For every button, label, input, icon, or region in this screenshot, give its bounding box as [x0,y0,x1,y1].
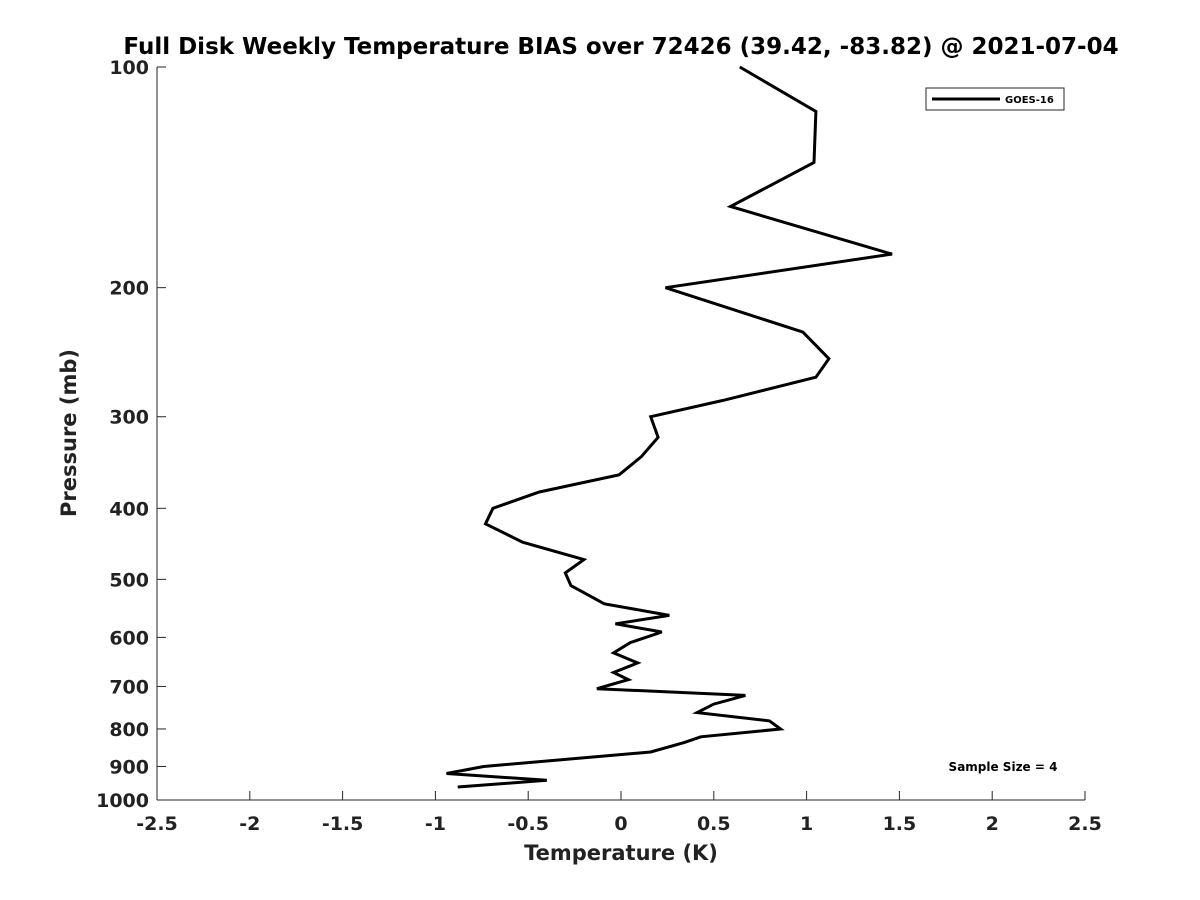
series-line-goes-16 [446,65,893,789]
x-tick-label: -1 [425,813,446,835]
y-axis-ticks: 100 200 300 400 500 600 700 800 900 1000 [96,57,166,812]
x-tick-label: 1 [800,813,813,835]
x-tick-label: 0.5 [697,813,731,835]
y-tick-label: 800 [109,719,149,741]
x-tick-label: 0 [614,813,627,835]
sample-size-annotation: Sample Size = 4 [949,760,1058,774]
x-tick-label: 2.5 [1068,813,1102,835]
x-tick-label: -2 [239,813,260,835]
x-axis-ticks: -2.5 -2 -1.5 -1 -0.5 0 0.5 1 1.5 2 2.5 [136,791,1102,835]
y-tick-label: 500 [109,569,149,591]
chart-title: Full Disk Weekly Temperature BIAS over 7… [123,34,1118,60]
legend: GOES-16 [925,87,1065,111]
y-tick-label: 100 [109,57,149,79]
y-tick-label: 900 [109,756,149,778]
y-tick-label: 400 [109,498,149,520]
y-axis-label: Pressure (mb) [57,349,81,517]
y-tick-label: 200 [109,278,149,300]
x-tick-label: -2.5 [136,813,178,835]
plot-area: -2.5 -2 -1.5 -1 -0.5 0 0.5 1 1.5 2 2.5 100 200 300 40… [96,57,1102,835]
y-tick-label: 300 [109,407,149,429]
x-tick-label: 2 [986,813,999,835]
y-tick-label: 700 [109,676,149,698]
legend-label-goes-16: GOES-16 [1005,95,1054,106]
series-layer [446,65,893,789]
x-tick-label: 1.5 [883,813,917,835]
x-tick-label: -0.5 [507,813,549,835]
y-tick-label: 1000 [96,790,149,812]
x-axis-label: Temperature (K) [524,841,718,865]
x-tick-label: -1.5 [322,813,364,835]
y-tick-label: 600 [109,627,149,649]
